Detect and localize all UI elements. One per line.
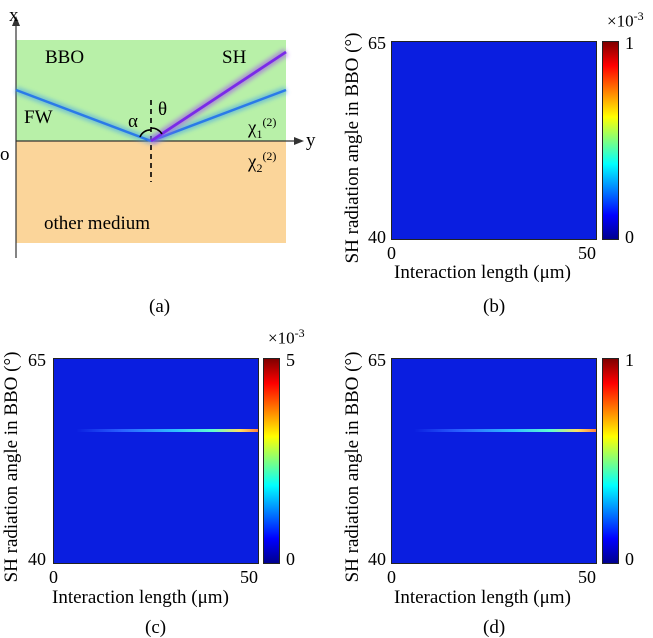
- caption-a: (a): [149, 296, 171, 317]
- sh-intensity-line: [414, 429, 596, 432]
- sh-intensity-line: [76, 429, 258, 432]
- y-axis-title: SH radiation angle in BBO (°): [1, 351, 22, 583]
- y-axis-label: y: [306, 130, 316, 151]
- colorbar-multiplier: ×10-3: [268, 326, 305, 349]
- colorbar-tick-top: 1: [625, 350, 634, 370]
- x-tick-right: 50: [578, 567, 596, 587]
- colorbar-tick-bottom: 0: [286, 549, 295, 569]
- theta-arc: [150, 127, 163, 135]
- colorbar-multiplier-base: ×10: [607, 11, 634, 31]
- schematic-diagram: [12, 16, 304, 258]
- fw-label: FW: [24, 107, 53, 128]
- colorbar-multiplier-exp: -3: [633, 9, 644, 23]
- colorbar-multiplier: ×10-3: [607, 9, 644, 32]
- x-axis-label: x: [9, 5, 19, 26]
- y-axis-arrow: [294, 137, 304, 145]
- chi1-base: χ: [248, 117, 257, 139]
- chi1-sub: 1: [256, 127, 263, 142]
- chi2-sup: (2): [262, 149, 277, 163]
- colorbar-tick-bottom: 0: [625, 549, 634, 569]
- caption-b: (b): [483, 296, 506, 317]
- x-axis-title: Interaction length (μm): [394, 587, 571, 608]
- x-tick-right: 50: [578, 243, 596, 263]
- caption-c: (c): [145, 617, 167, 638]
- bbo-region: [16, 40, 286, 141]
- x-axis-arrow: [12, 16, 20, 26]
- x-tick-left: 0: [387, 243, 396, 263]
- y-tick-top: 65: [28, 350, 46, 370]
- x-tick-right: 50: [240, 567, 258, 587]
- heatmap-plot: [53, 358, 259, 564]
- alpha-label: α: [128, 111, 138, 132]
- theta-label: θ: [158, 99, 168, 120]
- y-tick-bottom: 40: [368, 227, 386, 247]
- chi2-sub: 2: [256, 161, 263, 176]
- x-tick-left: 0: [387, 567, 396, 587]
- colorbar-tick-bottom: 0: [625, 227, 634, 247]
- y-tick-top: 65: [368, 350, 386, 370]
- y-tick-top: 65: [368, 33, 386, 53]
- chi2-base: χ: [248, 151, 257, 173]
- chi2-label: χ2(2): [248, 150, 276, 174]
- fw-out-beam: [150, 88, 287, 143]
- fw-beam: [15, 88, 152, 143]
- colorbar-tick-top: 5: [286, 350, 295, 370]
- y-axis-title: SH radiation angle in BBO (°): [342, 32, 363, 264]
- heatmap-plot: [391, 358, 597, 564]
- colorbar: [263, 358, 280, 564]
- y-axis-title: SH radiation angle in BBO (°): [342, 351, 363, 583]
- caption-d: (d): [483, 617, 506, 638]
- y-tick-bottom: 40: [28, 549, 46, 569]
- bbo-label: BBO: [45, 47, 85, 68]
- chi1-label: χ1(2): [248, 116, 276, 140]
- alpha-arc: [139, 129, 152, 138]
- heatmap-plot: [391, 41, 597, 240]
- x-tick-left: 0: [49, 567, 58, 587]
- y-tick-bottom: 40: [368, 549, 386, 569]
- sh-label: SH: [222, 47, 247, 68]
- sh-beam: [150, 50, 287, 143]
- colorbar-multiplier-exp: -3: [294, 326, 305, 340]
- colorbar-multiplier-base: ×10: [268, 328, 295, 348]
- other-medium-label: other medium: [44, 213, 151, 234]
- x-axis-title: Interaction length (μm): [52, 587, 229, 608]
- colorbar: [602, 358, 619, 564]
- x-axis-title: Interaction length (μm): [394, 262, 571, 283]
- colorbar: [602, 41, 619, 240]
- origin-label: o: [0, 144, 10, 165]
- chi1-sup: (2): [262, 115, 277, 129]
- colorbar-tick-top: 1: [625, 33, 634, 53]
